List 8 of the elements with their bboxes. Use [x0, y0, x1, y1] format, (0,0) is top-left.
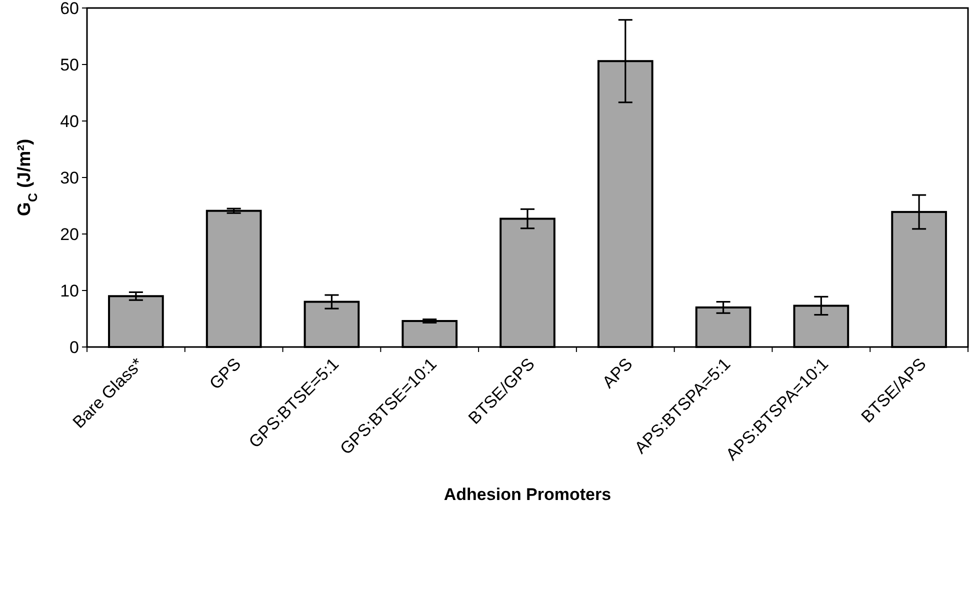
y-tick-label: 40 [60, 112, 79, 131]
y-tick-label: 50 [60, 55, 79, 74]
x-axis-title: Adhesion Promoters [444, 485, 612, 504]
y-tick-label: 30 [60, 168, 79, 188]
y-tick-label: 10 [60, 281, 79, 300]
y-tick-label: 20 [60, 224, 79, 244]
y-tick-label: 0 [70, 338, 79, 357]
y-tick-label: 60 [60, 0, 79, 18]
